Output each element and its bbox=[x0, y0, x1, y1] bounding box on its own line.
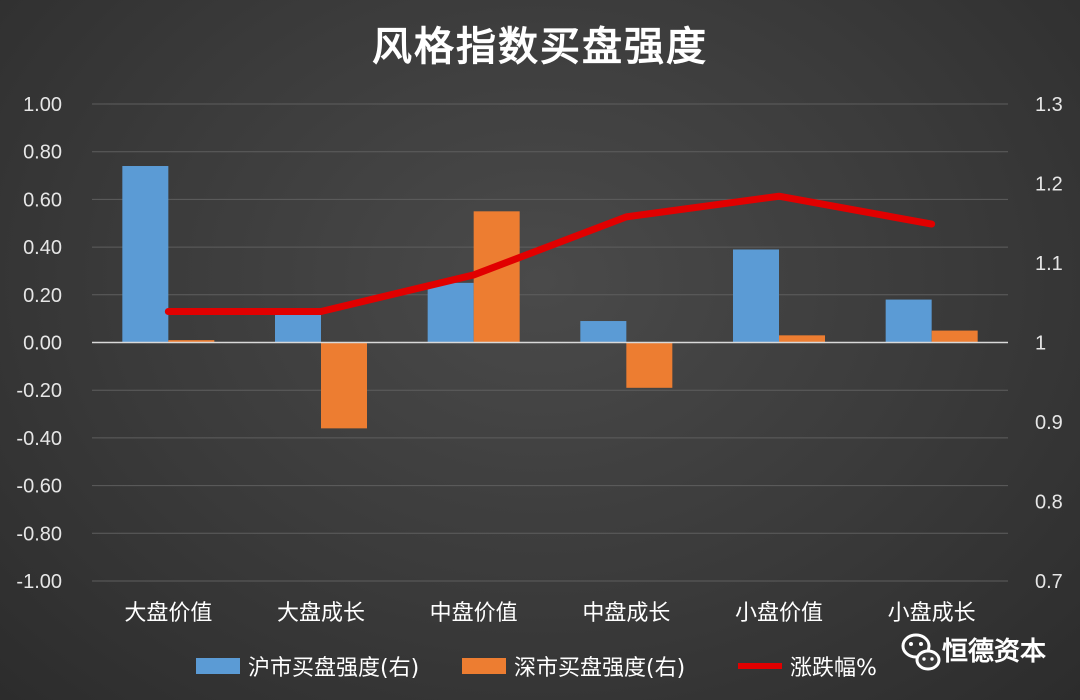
line-series-path bbox=[164, 192, 936, 315]
category-label: 中盘成长 bbox=[582, 601, 670, 626]
category-label: 大盘成长 bbox=[277, 601, 365, 626]
category-label: 小盘成长 bbox=[888, 601, 976, 626]
bar-series-2 bbox=[321, 342, 367, 429]
left-tick-label: 0.80 bbox=[23, 142, 62, 164]
brand: 恒德资本 bbox=[901, 633, 1046, 671]
left-tick-label: 0.20 bbox=[23, 285, 62, 307]
category-label: 小盘价值 bbox=[735, 601, 823, 626]
bars bbox=[122, 166, 978, 429]
legend-label-series-1: 沪市买盘强度(右) bbox=[248, 656, 419, 681]
right-tick-label: 0.9 bbox=[1035, 412, 1063, 434]
wechat-icon bbox=[901, 633, 941, 671]
bar-series-2 bbox=[931, 330, 978, 343]
right-tick-label: 1.3 bbox=[1035, 94, 1063, 116]
bar-series-2 bbox=[168, 340, 215, 343]
bar-series-1 bbox=[427, 282, 474, 343]
bar-series-1 bbox=[275, 311, 321, 343]
left-tick-label: 0.60 bbox=[23, 189, 62, 211]
legend-label-series-2: 深市买盘强度(右) bbox=[514, 656, 685, 681]
left-tick-label: -0.60 bbox=[16, 476, 62, 498]
bar-series-2 bbox=[626, 342, 673, 388]
left-tick-label: 0.00 bbox=[23, 333, 62, 355]
bar-series-1 bbox=[122, 166, 169, 343]
right-axis-ticks: 1.3 1.2 1.1 1 0.9 0.8 0.7 bbox=[1035, 94, 1063, 593]
left-axis-ticks: 1.00 0.80 0.60 0.40 0.20 0.00 -0.20 -0.40 -0.60 -… bbox=[16, 94, 62, 593]
bar-series-1 bbox=[885, 299, 932, 343]
legend-swatch-series-2 bbox=[462, 658, 506, 674]
left-tick-label: -0.80 bbox=[16, 523, 62, 545]
legend-label-series-3: 涨跌幅% bbox=[790, 656, 877, 681]
right-tick-label: 0.7 bbox=[1035, 571, 1063, 593]
right-tick-label: 1 bbox=[1035, 333, 1046, 355]
line-series bbox=[164, 192, 936, 315]
left-tick-label: -1.00 bbox=[16, 571, 62, 593]
category-label: 中盘价值 bbox=[430, 601, 518, 626]
left-tick-label: -0.40 bbox=[16, 428, 62, 450]
bar-series-2 bbox=[473, 211, 520, 343]
left-tick-label: 0.40 bbox=[23, 237, 62, 259]
left-tick-label: 1.00 bbox=[23, 94, 62, 116]
chart-title: 风格指数买盘强度 bbox=[372, 24, 708, 70]
category-label: 大盘价值 bbox=[124, 601, 212, 626]
left-tick-label: -0.20 bbox=[16, 380, 62, 402]
right-tick-label: 0.8 bbox=[1035, 492, 1063, 514]
legend-swatch-series-1 bbox=[196, 658, 240, 674]
bar-series-2 bbox=[779, 335, 825, 343]
gridlines bbox=[92, 103, 1008, 582]
right-tick-label: 1.1 bbox=[1035, 253, 1063, 275]
category-labels: 大盘价值 大盘成长 中盘价值 中盘成长 小盘价值 小盘成长 bbox=[124, 601, 975, 626]
legend: 沪市买盘强度(右) 深市买盘强度(右) 涨跌幅% bbox=[196, 656, 877, 681]
right-tick-label: 1.2 bbox=[1035, 174, 1063, 196]
bar-series-1 bbox=[733, 249, 779, 343]
bar-series-1 bbox=[580, 321, 627, 343]
brand-name: 恒德资本 bbox=[942, 637, 1046, 667]
